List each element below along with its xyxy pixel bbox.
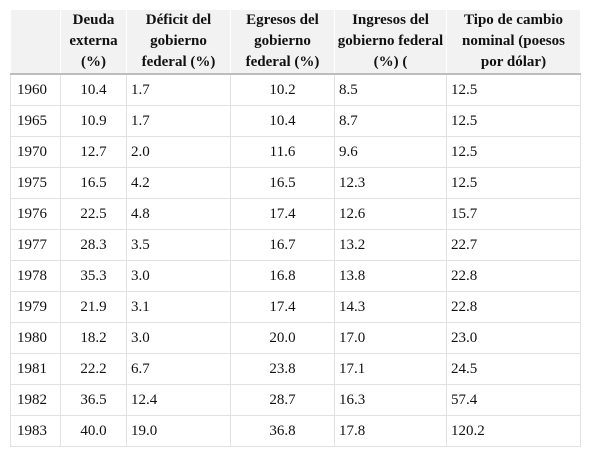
egresos-cell: 10.4: [230, 105, 335, 137]
tipo-de-cambio-cell: 12.5: [446, 136, 581, 168]
deficit-cell: 6.7: [126, 353, 231, 385]
header-cell-egresos: Egresos del gobierno federal (%): [230, 10, 335, 75]
header-cell-deficit: Déficit del gobierno federal (%): [126, 10, 231, 75]
tipo-de-cambio-cell: 24.5: [446, 353, 581, 385]
year-cell: 1970: [10, 136, 61, 168]
tipo-de-cambio-cell: 120.2: [446, 415, 581, 447]
ingresos-cell: 8.7: [334, 105, 447, 137]
ingresos-cell: 8.5: [334, 74, 447, 106]
tipo-de-cambio-cell: 12.5: [446, 167, 581, 199]
deficit-cell: 3.0: [126, 260, 231, 292]
tipo-de-cambio-cell: 22.7: [446, 229, 581, 261]
deuda-externa-cell: 28.3: [60, 229, 127, 261]
egresos-cell: 11.6: [230, 136, 335, 168]
year-cell: 1965: [10, 105, 61, 137]
deuda-externa-cell: 10.4: [60, 74, 127, 106]
tipo-de-cambio-cell: 15.7: [446, 198, 581, 230]
ingresos-cell: 17.0: [334, 322, 447, 354]
header-cell-year: [10, 10, 61, 75]
deuda-externa-cell: 35.3: [60, 260, 127, 292]
table-body: 1960 10.4 1.7 10.2 8.5 12.5 1965 10.9 1.7 10.4 8.7…: [10, 74, 581, 447]
table-row: 1970 12.7 2.0 11.6 9.6 12.5: [10, 136, 581, 168]
year-cell: 1979: [10, 291, 61, 323]
ingresos-cell: 17.1: [334, 353, 447, 385]
table-row: 1976 22.5 4.8 17.4 12.6 15.7: [10, 198, 581, 230]
deficit-cell: 3.0: [126, 322, 231, 354]
deficit-cell: 1.7: [126, 74, 231, 106]
deuda-externa-cell: 12.7: [60, 136, 127, 168]
deuda-externa-cell: 10.9: [60, 105, 127, 137]
ingresos-cell: 12.6: [334, 198, 447, 230]
deficit-cell: 2.0: [126, 136, 231, 168]
year-cell: 1977: [10, 229, 61, 261]
year-cell: 1978: [10, 260, 61, 292]
egresos-cell: 28.7: [230, 384, 335, 416]
table-row: 1965 10.9 1.7 10.4 8.7 12.5: [10, 105, 581, 137]
year-cell: 1976: [10, 198, 61, 230]
deuda-externa-cell: 22.2: [60, 353, 127, 385]
table-row: 1980 18.2 3.0 20.0 17.0 23.0: [10, 322, 581, 354]
deuda-externa-cell: 22.5: [60, 198, 127, 230]
deuda-externa-cell: 36.5: [60, 384, 127, 416]
tipo-de-cambio-cell: 23.0: [446, 322, 581, 354]
egresos-cell: 20.0: [230, 322, 335, 354]
deuda-externa-cell: 16.5: [60, 167, 127, 199]
table-row: 1960 10.4 1.7 10.2 8.5 12.5: [10, 74, 581, 106]
egresos-cell: 36.8: [230, 415, 335, 447]
egresos-cell: 16.8: [230, 260, 335, 292]
table-row: 1983 40.0 19.0 36.8 17.8 120.2: [10, 415, 581, 447]
ingresos-cell: 12.3: [334, 167, 447, 199]
year-cell: 1982: [10, 384, 61, 416]
year-cell: 1960: [10, 74, 61, 106]
ingresos-cell: 13.8: [334, 260, 447, 292]
header-cell-deuda-externa: Deuda externa (%): [60, 10, 127, 75]
egresos-cell: 10.2: [230, 74, 335, 106]
tipo-de-cambio-cell: 57.4: [446, 384, 581, 416]
ingresos-cell: 14.3: [334, 291, 447, 323]
header-cell-tipo-de-cambio: Tipo de cambio nominal (poesos por dólar…: [446, 10, 581, 75]
egresos-cell: 23.8: [230, 353, 335, 385]
ingresos-cell: 17.8: [334, 415, 447, 447]
egresos-cell: 17.4: [230, 198, 335, 230]
deuda-externa-cell: 40.0: [60, 415, 127, 447]
deficit-cell: 4.2: [126, 167, 231, 199]
header-cell-ingresos: Ingresos del gobierno federal (%) (: [334, 10, 447, 75]
year-cell: 1975: [10, 167, 61, 199]
year-cell: 1983: [10, 415, 61, 447]
table-row: 1977 28.3 3.5 16.7 13.2 22.7: [10, 229, 581, 261]
ingresos-cell: 13.2: [334, 229, 447, 261]
egresos-cell: 16.7: [230, 229, 335, 261]
deficit-cell: 4.8: [126, 198, 231, 230]
table-row: 1975 16.5 4.2 16.5 12.3 12.5: [10, 167, 581, 199]
deficit-cell: 12.4: [126, 384, 231, 416]
deuda-externa-cell: 21.9: [60, 291, 127, 323]
egresos-cell: 16.5: [230, 167, 335, 199]
tipo-de-cambio-cell: 12.5: [446, 105, 581, 137]
deficit-cell: 3.1: [126, 291, 231, 323]
table-row: 1978 35.3 3.0 16.8 13.8 22.8: [10, 260, 581, 292]
ingresos-cell: 16.3: [334, 384, 447, 416]
table-container: Deuda externa (%) Déficit del gobierno f…: [10, 10, 581, 447]
year-cell: 1980: [10, 322, 61, 354]
header-row: Deuda externa (%) Déficit del gobierno f…: [10, 10, 581, 75]
deficit-cell: 3.5: [126, 229, 231, 261]
ingresos-cell: 9.6: [334, 136, 447, 168]
tipo-de-cambio-cell: 22.8: [446, 291, 581, 323]
table-row: 1981 22.2 6.7 23.8 17.1 24.5: [10, 353, 581, 385]
table-row: 1979 21.9 3.1 17.4 14.3 22.8: [10, 291, 581, 323]
table-row: 1982 36.5 12.4 28.7 16.3 57.4: [10, 384, 581, 416]
deficit-cell: 19.0: [126, 415, 231, 447]
year-cell: 1981: [10, 353, 61, 385]
tipo-de-cambio-cell: 22.8: [446, 260, 581, 292]
egresos-cell: 17.4: [230, 291, 335, 323]
deuda-externa-cell: 18.2: [60, 322, 127, 354]
data-table: Deuda externa (%) Déficit del gobierno f…: [10, 10, 581, 447]
tipo-de-cambio-cell: 12.5: [446, 74, 581, 106]
deficit-cell: 1.7: [126, 105, 231, 137]
